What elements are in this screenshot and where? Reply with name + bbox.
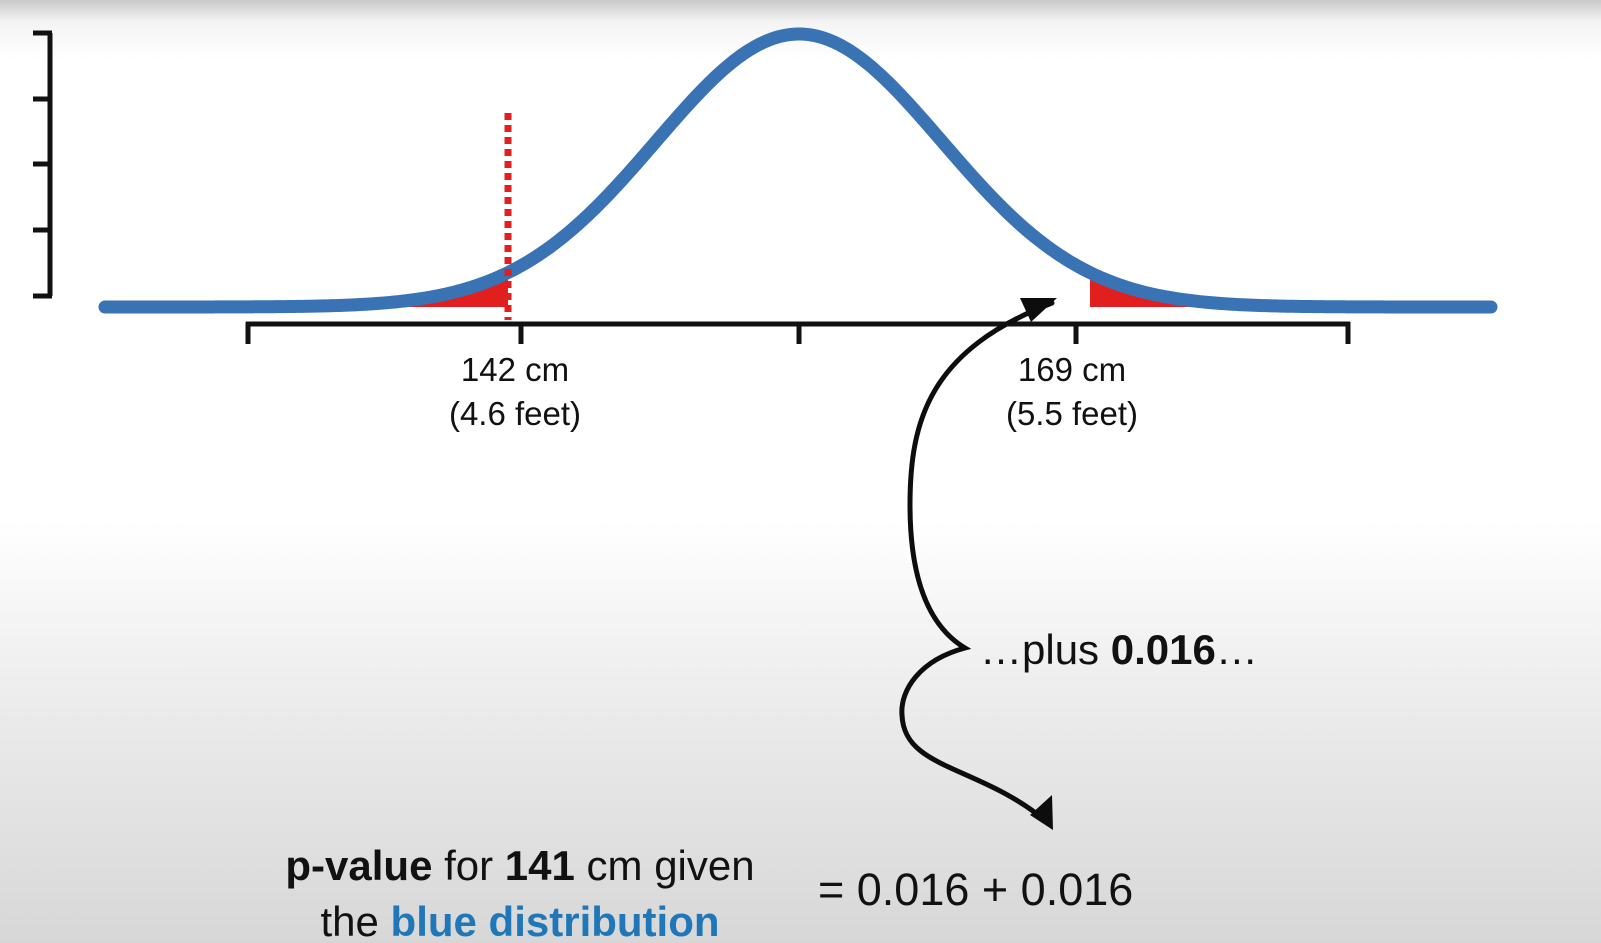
curved-arrow-path bbox=[899, 300, 1055, 825]
annotation-value: 0.016 bbox=[1110, 626, 1216, 673]
pvalue-given: cm given bbox=[574, 842, 755, 889]
arrow-head-up bbox=[1020, 298, 1057, 322]
pvalue-equation: = 0.016 + 0.016 bbox=[818, 864, 1134, 915]
x-tick-label-169: 169 cm (5.5 feet) bbox=[962, 348, 1182, 436]
pvalue-line-2: the blue distribution bbox=[200, 894, 840, 943]
curved-arrow bbox=[899, 298, 1057, 830]
annotation-prefix: …plus bbox=[980, 626, 1111, 673]
x-tick-label-142: 142 cm (4.6 feet) bbox=[405, 348, 625, 436]
pvalue-observation: 141 bbox=[504, 842, 575, 889]
blue-distribution-curve bbox=[98, 27, 1498, 314]
plus-annotation: …plus 0.016… bbox=[980, 625, 1258, 675]
x-tick-value-169: 169 cm bbox=[1017, 351, 1127, 388]
pvalue-the: the bbox=[320, 898, 391, 943]
y-axis bbox=[33, 30, 53, 299]
x-tick-sub-169: (5.5 feet) bbox=[1005, 395, 1139, 432]
x-tick-value-142: 142 cm bbox=[460, 351, 570, 388]
arrow-head-down bbox=[1030, 795, 1053, 830]
pvalue-blue-distribution: blue distribution bbox=[390, 898, 720, 943]
x-axis bbox=[245, 321, 1351, 344]
annotation-suffix: … bbox=[1215, 626, 1258, 673]
pvalue-description: p-value for 141 cm given the blue distri… bbox=[200, 838, 840, 943]
pvalue-line-1: p-value for 141 cm given bbox=[200, 838, 840, 894]
pvalue-term: p-value bbox=[285, 842, 433, 889]
pvalue-for: for bbox=[432, 842, 505, 889]
x-tick-sub-142: (4.6 feet) bbox=[448, 395, 582, 432]
